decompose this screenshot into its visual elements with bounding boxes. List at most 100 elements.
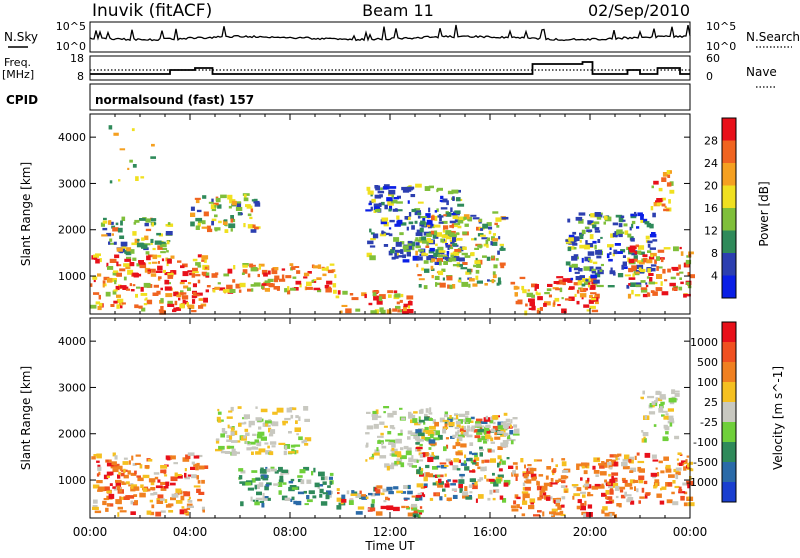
echo-cell [367,240,374,245]
echo-cell [484,466,487,471]
echo-cell [474,423,482,427]
echo-cell [381,442,384,446]
echo-cell [583,266,590,271]
echo-cell [640,396,644,399]
echo-cell [665,468,672,473]
echo-cell [649,233,657,238]
echo-cell [405,450,412,456]
echo-cell [376,447,379,452]
echo-cell [636,264,644,270]
echo-cell [443,225,449,230]
echo-cell [92,484,100,489]
echo-cell [439,282,446,288]
echo-cell [611,475,614,481]
echo-cell [669,402,675,405]
echo-cell [660,401,665,405]
echo-cell [424,186,431,191]
echo-cell [437,187,443,191]
echo-cell [472,462,477,465]
colorbar-segment [722,482,736,502]
echo-cell [365,432,370,435]
echo-cell [249,441,256,445]
echo-cell [411,225,415,230]
echo-cell [264,420,272,424]
echo-cell [637,460,645,464]
echo-cell [425,245,430,248]
echo-cell [108,125,113,130]
colorbar-tick-label: 28 [704,135,718,148]
echo-cell [254,202,261,207]
echo-cell [481,435,487,441]
echo-cell [388,208,392,212]
echo-cell [366,252,372,258]
echo-cell [554,297,560,302]
echo-cell [259,500,265,503]
echo-cell [123,474,129,479]
echo-cell [577,499,582,504]
echo-cell [116,485,121,490]
echo-cell [669,422,673,427]
echo-cell [633,479,639,483]
echo-cell [499,247,506,251]
echo-cell [414,422,421,426]
echo-cell [193,463,199,467]
echo-cell [389,186,397,189]
echo-cell [656,266,659,271]
echo-cell [396,458,403,464]
echo-cell [434,421,439,427]
echo-cell [572,495,575,500]
echo-cell [130,289,135,292]
echo-cell [438,474,444,478]
echo-cell [143,303,148,306]
echo-cell [290,414,294,419]
echo-cell [367,190,374,195]
echo-cell [521,491,529,494]
echo-cell [650,254,653,258]
echo-cell [438,260,442,266]
echo-cell [445,258,451,262]
echo-cell [619,489,624,493]
echo-cell [374,493,381,496]
echo-cell [294,450,297,455]
echo-cell [118,284,122,290]
echo-cell [247,442,251,446]
echo-cell [565,239,570,242]
echo-cell [688,461,693,465]
echo-cell [216,416,221,421]
echo-cell [417,514,421,519]
echo-cell [644,493,648,499]
echo-cell [610,267,613,272]
echo-cell [437,215,444,218]
echo-cell [227,445,235,449]
echo-cell [403,497,410,500]
echo-cell [383,500,387,503]
echo-cell [560,475,567,480]
echo-cell [426,219,433,225]
echo-cell [380,310,384,314]
echo-cell [475,421,481,425]
echo-cell [661,291,669,296]
echo-cell [365,209,372,212]
echo-cell [195,295,198,298]
echo-cell [497,455,502,460]
echo-cell [157,245,163,250]
echo-cell [460,462,467,466]
echo-cell [658,460,663,464]
echo-cell [494,432,497,436]
echo-cell [587,462,590,466]
echo-cell [634,455,637,460]
echo-cell [417,201,424,204]
echo-cell [195,465,199,471]
echo-cell [460,443,467,448]
echo-cell [303,490,307,494]
echo-cell [488,478,495,482]
echo-cell [317,485,320,489]
echo-cell [144,222,149,227]
echo-cell [418,409,424,414]
echo-cell [522,471,528,474]
echo-cell [555,288,561,291]
echo-cell [655,482,658,488]
echo-cell [173,291,179,297]
echo-cell [206,285,211,288]
echo-cell [179,303,185,309]
